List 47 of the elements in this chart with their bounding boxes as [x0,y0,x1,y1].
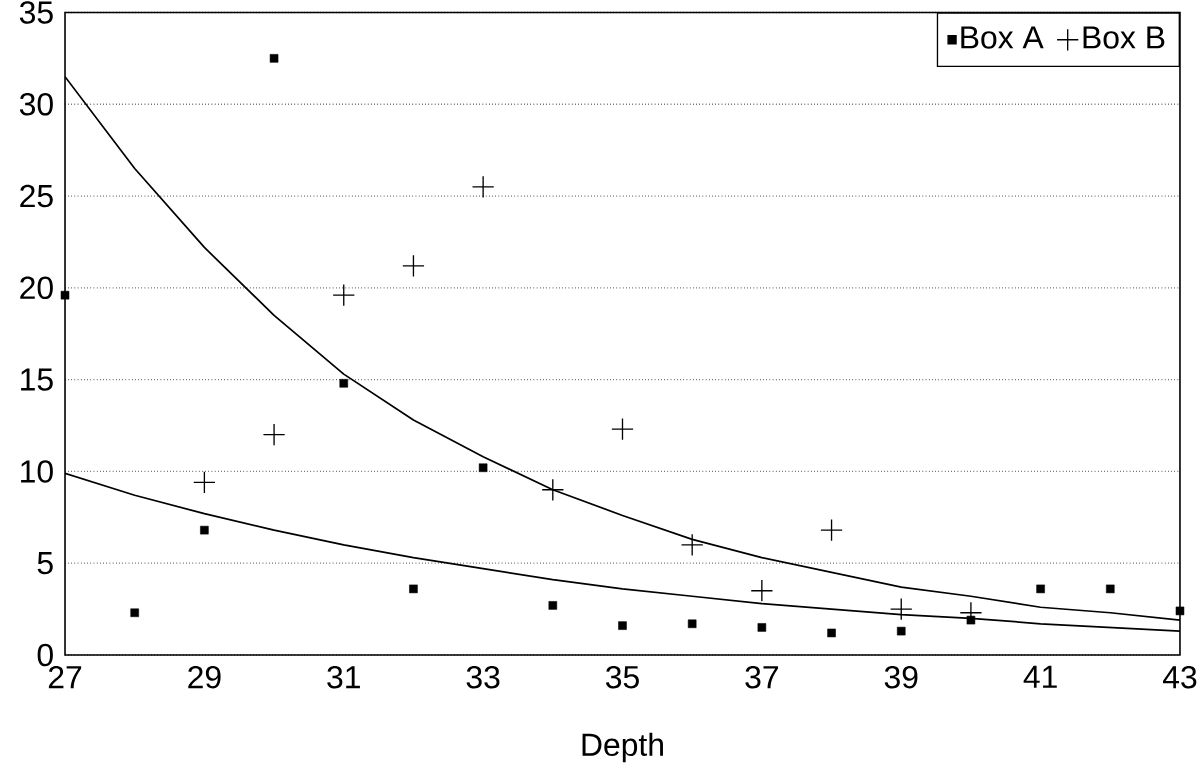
x-tick-label: 31 [327,665,360,689]
point [820,518,843,542]
point [548,601,558,610]
point [611,417,634,441]
point [409,584,418,594]
x-axis-title: Depth [582,732,663,763]
point [687,619,697,628]
point [262,423,286,446]
point [339,378,349,388]
y-tick-label: 10 [21,460,53,483]
point [541,478,565,501]
y-tick-label: 30 [19,92,53,116]
x-tick-label: 27 [48,665,82,689]
legend-label: Box A [961,26,1044,49]
point [471,175,495,199]
point [750,579,774,602]
x-tick-label: 35 [605,665,639,689]
point [193,471,216,494]
point [402,254,425,278]
point [1175,606,1185,616]
y-tick-label: 5 [37,552,53,575]
point [896,626,906,636]
point [889,597,913,621]
point [130,608,139,617]
x-tick-label: 37 [745,665,778,689]
x-tick-label: 33 [466,665,500,689]
x-tick-label: 29 [188,665,221,689]
x-tick-label: 41 [1023,665,1057,688]
point [827,628,836,638]
point [680,533,704,557]
point [200,525,209,535]
point [1106,584,1115,594]
y-tick-label: 0 [37,643,53,667]
point [618,621,627,630]
point [1036,584,1045,594]
y-tick-label: 25 [20,184,53,208]
point [269,54,279,63]
point [478,463,488,472]
y-tick-label: 20 [20,276,53,300]
point [757,623,767,632]
y-tick-label: 35 [19,1,53,24]
point [60,290,70,300]
y-tick-label: 15 [21,368,53,391]
legend-label: Box B [1083,26,1165,49]
x-tick-label: 39 [884,665,918,689]
point [332,283,356,307]
x-tick-label: 43 [1162,665,1197,689]
